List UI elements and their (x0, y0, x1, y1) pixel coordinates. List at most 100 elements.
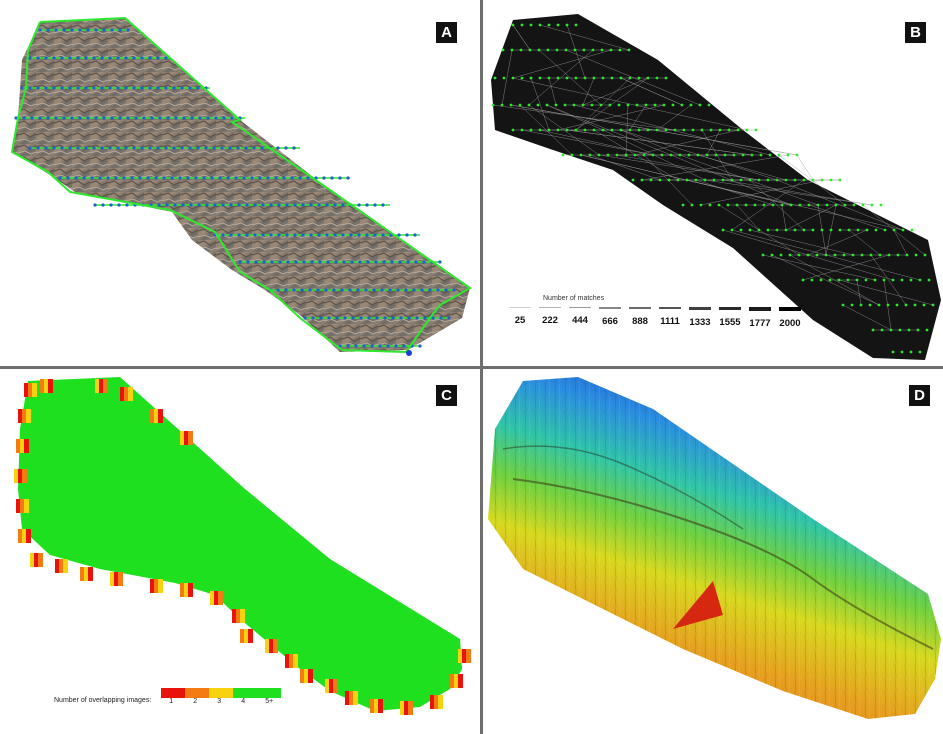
matches-legend-value: 2000 (779, 318, 801, 329)
camera-position (406, 260, 410, 264)
camera-position (70, 116, 74, 120)
overlap-edge-cell (180, 431, 185, 445)
overlap-edge-cell (18, 469, 23, 483)
camera-point (793, 228, 797, 232)
camera-point (509, 103, 513, 107)
camera-position (76, 56, 80, 60)
camera-position (218, 176, 222, 180)
camera-position (396, 288, 400, 292)
camera-point (766, 178, 770, 182)
camera-point (786, 153, 790, 157)
camera-position (86, 116, 90, 120)
camera-point (676, 178, 680, 182)
camera-point (529, 76, 533, 80)
camera-point (878, 253, 882, 257)
match-line (492, 104, 676, 131)
camera-point (727, 128, 731, 132)
matches-legend-item: 1111 (657, 307, 683, 329)
match-line (598, 154, 760, 181)
camera-point (574, 128, 578, 132)
camera-position (148, 146, 152, 150)
camera-position (229, 233, 233, 237)
elevation-low-feature (673, 581, 723, 629)
camera-point (491, 103, 495, 107)
overlap-edge-cell (329, 679, 334, 693)
camera-point (730, 228, 734, 232)
camera-point (619, 76, 623, 80)
overlap-edge-cell (99, 379, 104, 393)
match-line (808, 204, 886, 231)
camera-position (310, 260, 314, 264)
camera-position (325, 203, 329, 207)
camera-point (547, 23, 551, 27)
camera-position (124, 146, 128, 150)
camera-point (718, 128, 722, 132)
camera-position (285, 233, 289, 237)
camera-point (653, 103, 657, 107)
camera-position (269, 233, 273, 237)
camera-position (381, 233, 385, 237)
camera-position (38, 116, 42, 120)
camera-point (779, 253, 783, 257)
camera-position (394, 344, 398, 348)
camera-point (811, 228, 815, 232)
camera-point (837, 278, 841, 282)
camera-position (317, 203, 321, 207)
camera-position (276, 146, 280, 150)
overlap-edge-cell (349, 691, 354, 705)
overlap-edge-cell (374, 699, 379, 713)
match-line (546, 104, 672, 156)
camera-position (334, 260, 338, 264)
overlap-edge-cell (466, 649, 471, 663)
camera-point (610, 128, 614, 132)
camera-point (784, 178, 788, 182)
camera-position (182, 116, 186, 120)
camera-position (282, 176, 286, 180)
camera-position (44, 56, 48, 60)
camera-position (278, 260, 282, 264)
overlap-edge-cell (180, 583, 185, 597)
camera-position (181, 203, 185, 207)
camera-point (493, 76, 497, 80)
matches-legend-value: 888 (632, 316, 648, 327)
camera-point (565, 128, 569, 132)
camera-position (285, 203, 289, 207)
camera-point (882, 278, 886, 282)
camera-point (691, 128, 695, 132)
match-line (641, 154, 789, 181)
overlap-edge-cell (308, 669, 313, 683)
camera-point (628, 128, 632, 132)
camera-position (14, 116, 18, 120)
camera-point (565, 23, 569, 27)
camera-position (261, 203, 265, 207)
camera-point (931, 303, 935, 307)
camera-position (166, 116, 170, 120)
overlap-edge-cell (14, 469, 19, 483)
camera-position (90, 176, 94, 180)
camera-position (118, 28, 122, 32)
overlap-edge-cell (150, 579, 155, 593)
camera-point (556, 23, 560, 27)
overlap-edge-cell (188, 583, 193, 597)
camera-position (414, 260, 418, 264)
camera-position (362, 344, 366, 348)
camera-position (204, 146, 208, 150)
overlap-swatch (209, 688, 234, 698)
camera-point (682, 128, 686, 132)
camera-point (784, 228, 788, 232)
matches-legend-item: 888 (627, 307, 653, 329)
matches-line-swatch (599, 307, 621, 309)
overlap-edge-cell (218, 591, 223, 605)
camera-position (354, 344, 358, 348)
camera-point (753, 203, 757, 207)
camera-point (880, 328, 884, 332)
camera-position (343, 316, 347, 320)
overlap-edge-cell (16, 499, 21, 513)
camera-position (62, 116, 66, 120)
overlap-edge-cell (244, 629, 249, 643)
overlap-edge-cell (293, 654, 298, 668)
overlap-legend-label: 3 (217, 698, 222, 705)
overlap-edge-cell (240, 609, 245, 623)
camera-point (861, 203, 865, 207)
camera-position (226, 176, 230, 180)
